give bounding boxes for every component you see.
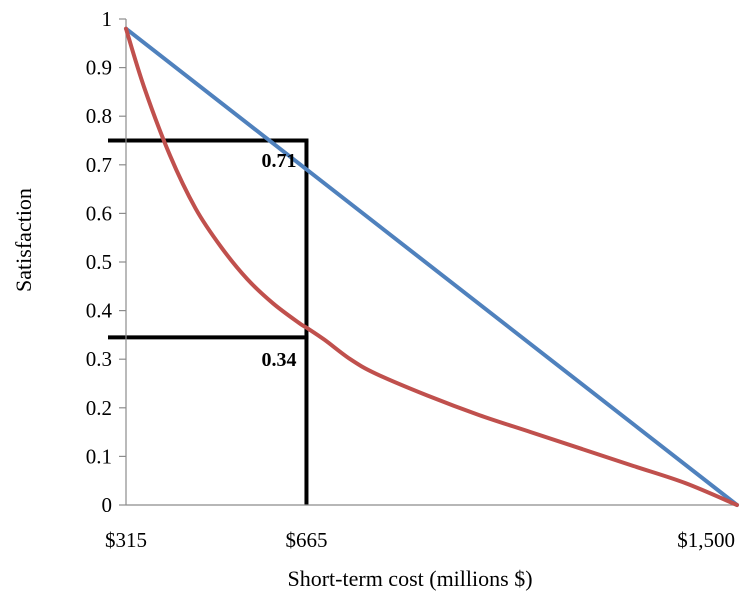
- axes: [119, 18, 737, 506]
- series-lines: [124, 26, 739, 507]
- y-tick-label: 0.9: [86, 56, 112, 80]
- x-tick-label: $665: [285, 528, 327, 552]
- annotation-label: 0.34: [261, 349, 296, 371]
- x-tick-labels: $315 $665 $1,500: [105, 528, 735, 552]
- y-tick-label: 0.5: [86, 250, 112, 274]
- y-tick-label: 0.2: [86, 396, 112, 420]
- x-axis-title: Short-term cost (millions $): [287, 566, 532, 591]
- y-tick-label: 1: [102, 7, 113, 31]
- x-tick-label: $1,500: [677, 528, 735, 552]
- y-tick-label: 0.4: [86, 299, 113, 323]
- y-tick-labels: 0 0.1 0.2 0.3 0.4 0.5 0.6 0.7 0.8 0.9 1: [86, 7, 113, 517]
- y-tick-label: 0.8: [86, 104, 112, 128]
- series-line-0: [124, 26, 739, 507]
- y-tick-label: 0.1: [86, 444, 112, 468]
- annotation-label: 0.71: [261, 150, 296, 172]
- y-tick-label: 0.6: [86, 201, 112, 225]
- x-tick-label: $315: [105, 528, 147, 552]
- annotations: 0.71 0.34: [261, 150, 296, 371]
- y-tick-label: 0: [102, 493, 113, 517]
- y-axis-title: Satisfaction: [11, 188, 36, 292]
- reference-lines: [108, 138, 309, 505]
- series-line-1: [124, 26, 739, 507]
- y-tick-label: 0.7: [86, 153, 112, 177]
- y-tick-label: 0.3: [86, 347, 112, 371]
